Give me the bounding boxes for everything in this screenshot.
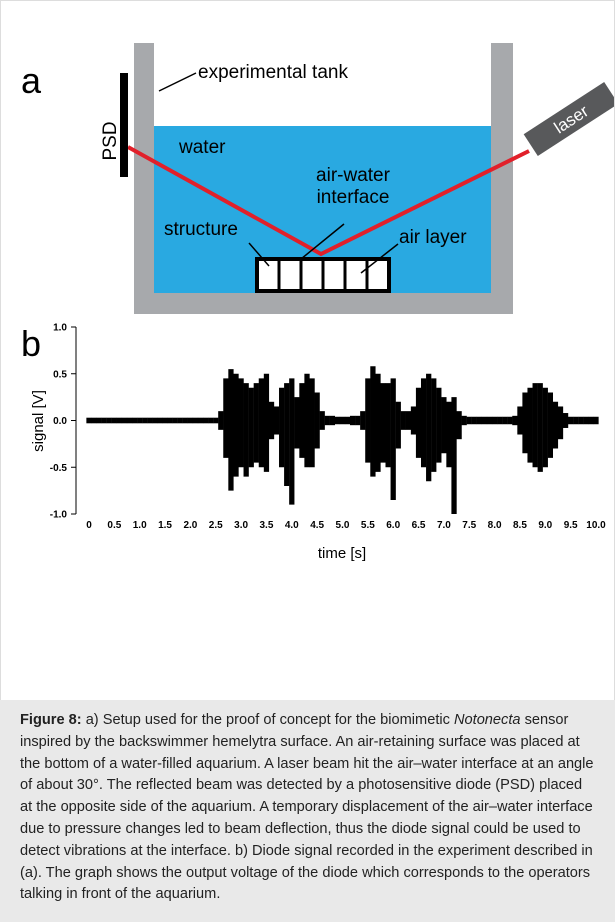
x-tick-label: 1.0	[133, 520, 147, 531]
x-axis-label: time [s]	[318, 545, 366, 562]
x-tick-label: 8.0	[488, 520, 502, 531]
label: interface	[317, 187, 390, 208]
figure: a laser experimental tank PSD water air-…	[0, 0, 615, 701]
x-tick-label: 2.0	[183, 520, 197, 531]
panel-label: b	[21, 323, 41, 364]
x-tick-label: 6.5	[412, 520, 426, 531]
x-tick-label: 4.5	[310, 520, 324, 531]
y-tick-label: -0.5	[50, 463, 68, 474]
x-tick-label: 9.5	[564, 520, 578, 531]
caption-text: sensor inspired by the backswimmer hemel…	[20, 712, 594, 902]
x-tick-label: 3.5	[259, 520, 273, 531]
x-tick-label: 5.5	[361, 520, 375, 531]
laser: laser	[524, 82, 614, 156]
label: PSD	[100, 121, 121, 160]
x-tick-label: 4.0	[285, 520, 299, 531]
x-tick-label: 0.5	[107, 520, 121, 531]
x-tick-label: 2.5	[209, 520, 223, 531]
y-tick-label: 0.0	[53, 416, 67, 427]
y-axis-label: signal [V]	[30, 390, 47, 452]
x-tick-label: 3.0	[234, 520, 248, 531]
x-tick-label: 7.5	[462, 520, 476, 531]
label: water	[178, 137, 226, 158]
label: air layer	[399, 227, 467, 248]
psd	[120, 73, 128, 177]
x-tick-label: 0	[86, 520, 92, 531]
caption-text: a) Setup used for the proof of concept f…	[86, 712, 450, 728]
label: experimental tank	[198, 62, 348, 83]
caption-label: Figure 8:	[20, 712, 82, 728]
tank-air	[154, 43, 491, 126]
label: air-water	[316, 165, 391, 186]
label: structure	[164, 219, 238, 240]
x-tick-label: 7.0	[437, 520, 451, 531]
y-tick-label: 1.0	[53, 323, 67, 334]
x-tick-label: 5.0	[336, 520, 350, 531]
x-tick-label: 1.5	[158, 520, 172, 531]
figure-graphic: a laser experimental tank PSD water air-…	[1, 1, 614, 701]
y-tick-label: 0.5	[53, 369, 67, 380]
x-tick-label: 8.5	[513, 520, 527, 531]
y-tick-label: -1.0	[50, 510, 68, 521]
panel-label: a	[21, 60, 42, 101]
page: {"figure": {"panel_a": "a", "panel_b": "…	[0, 0, 615, 922]
x-tick-label: 10.0	[586, 520, 606, 531]
caption: Figure 8: a) Setup used for the proof of…	[0, 700, 615, 922]
x-tick-label: 9.0	[538, 520, 552, 531]
x-tick-label: 6.0	[386, 520, 400, 531]
caption-italic: Notonecta	[454, 712, 521, 728]
